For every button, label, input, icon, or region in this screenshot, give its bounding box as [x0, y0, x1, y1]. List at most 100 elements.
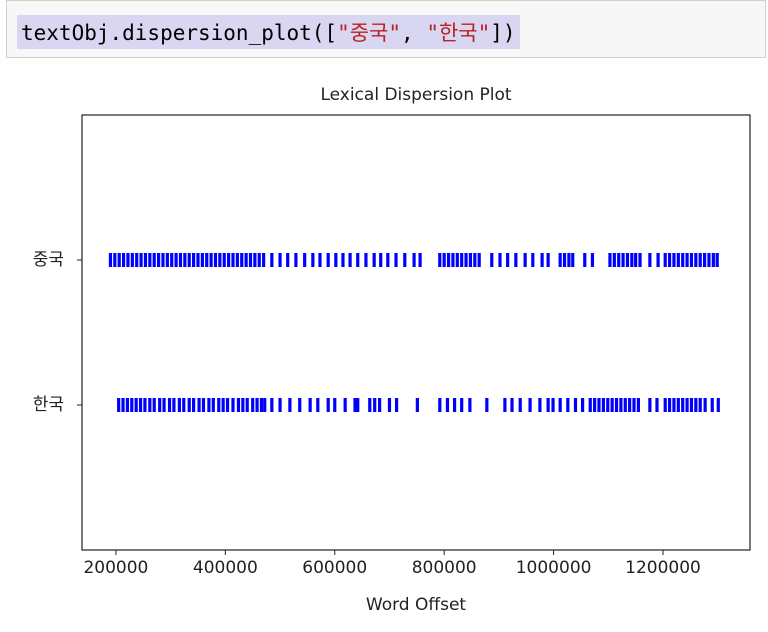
word-occurrence [685, 398, 689, 412]
word-occurrence [610, 398, 614, 412]
word-occurrence [593, 398, 597, 412]
word-occurrence [477, 253, 481, 267]
chart-title: Lexical Dispersion Plot [320, 85, 511, 105]
word-occurrence [438, 398, 442, 412]
word-occurrence [270, 398, 274, 412]
word-occurrence [218, 253, 222, 267]
word-occurrence [460, 398, 464, 412]
word-occurrence [634, 253, 638, 267]
code-string: "한국" [426, 21, 491, 45]
word-occurrence [648, 253, 652, 267]
word-occurrence [139, 253, 143, 267]
word-occurrence [263, 398, 267, 412]
word-occurrence [656, 253, 660, 267]
word-occurrence [601, 398, 605, 412]
word-occurrence [617, 253, 621, 267]
x-tick-label: 800000 [412, 558, 477, 578]
word-occurrence [689, 253, 694, 267]
word-occurrence [135, 253, 139, 267]
word-occurrence [386, 253, 390, 267]
word-occurrence [612, 253, 616, 267]
word-occurrence [201, 398, 206, 412]
word-occurrence [356, 253, 360, 267]
word-occurrence [464, 253, 468, 267]
word-occurrence [308, 398, 312, 412]
word-occurrence [156, 253, 161, 267]
word-occurrence [538, 398, 542, 412]
word-occurrence [438, 253, 442, 267]
word-occurrence [445, 398, 450, 412]
word-occurrence [387, 398, 392, 412]
word-occurrence [183, 253, 187, 267]
word-occurrence [372, 253, 376, 267]
word-occurrence [473, 253, 477, 267]
word-occurrence [348, 253, 352, 267]
word-occurrence [117, 253, 121, 267]
word-occurrence [498, 253, 502, 267]
word-occurrence [316, 398, 320, 412]
word-occurrence [667, 253, 672, 267]
word-occurrence [217, 398, 221, 412]
x-tick-label: 1200000 [625, 558, 701, 578]
word-occurrence [334, 253, 338, 267]
word-occurrence [286, 253, 290, 267]
word-occurrence [689, 398, 694, 412]
word-occurrence [108, 253, 113, 267]
word-occurrence [707, 253, 711, 267]
word-occurrence [628, 398, 632, 412]
word-occurrence [663, 398, 667, 412]
word-occurrence [468, 398, 472, 412]
word-occurrence [378, 398, 382, 412]
word-occurrence [196, 253, 200, 267]
word-occurrence [222, 253, 226, 267]
word-occurrence [326, 398, 330, 412]
word-occurrence [236, 398, 241, 412]
word-occurrence [200, 253, 204, 267]
word-occurrence [240, 253, 244, 267]
word-occurrence [121, 398, 125, 412]
word-occurrence [207, 398, 211, 412]
y-tick-label: 중국 [33, 250, 64, 270]
code-cell[interactable]: textObj.dispersion_plot(["중국", "한국"]) [6, 0, 766, 58]
word-occurrence [113, 253, 117, 267]
word-occurrence [213, 253, 218, 267]
word-occurrence [227, 253, 231, 267]
word-occurrence [148, 253, 152, 267]
word-occurrence [270, 253, 274, 267]
word-occurrence [225, 398, 230, 412]
word-occurrence [621, 253, 625, 267]
x-tick-label: 1000000 [516, 558, 592, 578]
word-occurrence [152, 398, 156, 412]
word-occurrence [451, 253, 455, 267]
word-occurrence [221, 398, 225, 412]
word-occurrence [353, 398, 357, 412]
word-occurrence [623, 398, 627, 412]
word-occurrence [187, 253, 191, 267]
word-occurrence [468, 253, 473, 267]
word-occurrence [514, 253, 518, 267]
word-occurrence [597, 398, 601, 412]
word-occurrence [121, 253, 126, 267]
word-occurrence [710, 398, 714, 412]
word-occurrence [681, 253, 685, 267]
word-occurrence [174, 253, 178, 267]
word-occurrence [655, 398, 659, 412]
word-occurrence [490, 253, 494, 267]
word-occurrence [379, 253, 383, 267]
word-occurrence [262, 253, 266, 267]
code-token: , [401, 21, 427, 45]
word-occurrence [143, 253, 148, 267]
word-occurrence [694, 398, 698, 412]
word-occurrence [540, 253, 544, 267]
word-occurrence [167, 398, 172, 412]
word-occurrence [460, 253, 464, 267]
word-occurrence [663, 253, 667, 267]
word-occurrence [288, 398, 292, 412]
word-occurrence [685, 253, 689, 267]
word-occurrence [625, 253, 630, 267]
word-occurrence [364, 253, 368, 267]
word-occurrence [681, 398, 685, 412]
word-occurrence [716, 398, 720, 412]
word-occurrence [503, 398, 507, 412]
word-occurrence [130, 253, 134, 267]
